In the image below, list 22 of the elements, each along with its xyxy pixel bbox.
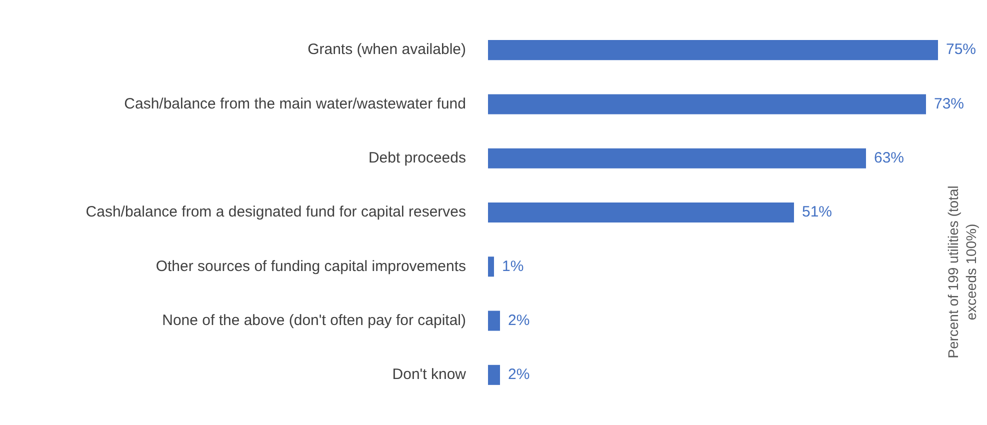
bar [488,256,494,277]
y-tick-label: Cash/balance from the main water/wastewater fund [124,95,466,112]
y-tick-label: Cash/balance from a designated fund for capital reserves [86,204,466,221]
data-label: 75% [946,41,976,58]
bar [488,40,938,60]
bar [488,310,500,331]
data-label: 2% [508,312,530,329]
y-tick-label: Debt proceeds [368,150,466,166]
bar [488,94,926,114]
bar [488,364,500,385]
y-tick-label: Don't know [392,366,466,384]
bar [488,202,794,223]
data-label: 1% [502,258,524,275]
data-label: 73% [934,95,964,112]
bar [488,148,866,168]
y2-axis-title: Percent of 199 utilities (total exceeds 100%) [944,184,980,360]
y-tick-label: None of the above (don't often pay for capital) [162,312,466,329]
data-label: 63% [874,150,904,166]
y-tick-label: Grants (when available) [308,41,466,58]
data-label: 51% [802,204,832,221]
y-tick-label: Other sources of funding capital improvements [156,258,466,275]
data-label: 2% [508,366,530,384]
